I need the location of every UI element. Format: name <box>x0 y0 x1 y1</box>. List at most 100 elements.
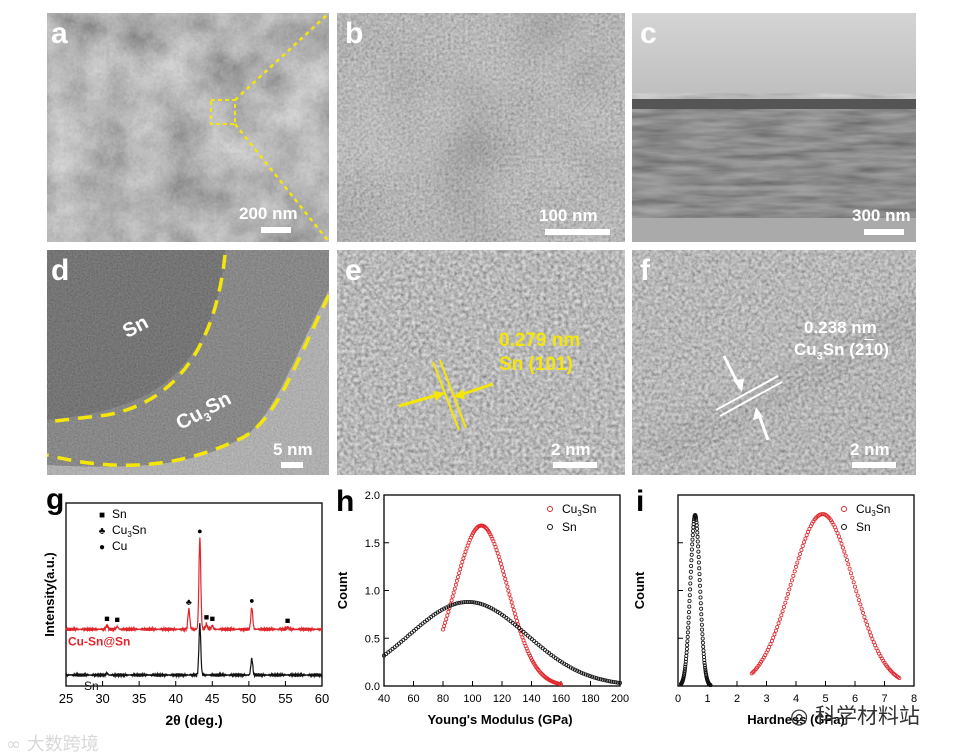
data-point <box>776 621 781 626</box>
phase-plane-label: Cu3Sn (210) <box>794 340 889 363</box>
data-point <box>843 553 848 558</box>
panel-label: a <box>51 17 68 50</box>
data-point <box>458 567 463 572</box>
data-point <box>509 600 514 605</box>
x-tick-label: 35 <box>132 691 146 706</box>
data-point <box>463 600 468 605</box>
data-point <box>480 602 485 607</box>
data-point <box>836 534 841 539</box>
data-point <box>695 539 700 544</box>
data-point <box>842 549 847 554</box>
data-point <box>699 606 704 611</box>
data-point <box>510 604 515 609</box>
data-point <box>686 615 691 620</box>
data-point <box>505 584 510 589</box>
x-tick-label: 0 <box>675 693 681 705</box>
x-tick-label: 30 <box>95 691 109 706</box>
data-point <box>446 609 451 614</box>
data-point <box>687 599 692 604</box>
data-point <box>785 591 790 596</box>
data-point <box>834 528 839 533</box>
legend-marker: ♣ <box>99 526 106 537</box>
data-point <box>409 630 414 635</box>
data-point <box>685 634 690 639</box>
data-point <box>687 604 692 609</box>
data-point <box>499 565 504 570</box>
data-point <box>482 603 487 608</box>
series-label: Cu-Sn@Sn <box>68 634 130 648</box>
chart-panel-i: i 0 1 2 3 4 5 6 7 8 Hardness (GPa) Count Cu3Sn Sn <box>630 483 930 733</box>
data-point <box>686 625 691 630</box>
xrd-chart: 25 30 35 40 45 50 55 60 2θ (deg.) Intensity(a.u.)… <box>42 502 329 728</box>
data-point <box>863 618 868 623</box>
x-tick-label: 1 <box>704 693 710 705</box>
data-point <box>859 606 864 611</box>
data-point <box>453 582 458 587</box>
data-point <box>498 561 503 566</box>
data-point <box>512 611 517 616</box>
watermark-logo-icon: ∞ <box>6 734 21 755</box>
panel-label: c <box>640 17 657 50</box>
data-point <box>443 620 448 625</box>
data-point <box>579 670 584 675</box>
data-point <box>689 552 694 557</box>
tem-panel-d: d Sn Cu3Sn 5 nm <box>47 250 329 475</box>
y-tick-label: 1.5 <box>365 538 380 550</box>
data-point <box>457 571 462 576</box>
data-point <box>702 660 707 665</box>
plane-label: Sn (101) <box>499 354 573 375</box>
data-point <box>700 640 705 645</box>
data-point <box>685 630 690 635</box>
chart-panel-g: g 25 30 35 40 45 50 55 60 2θ (deg.) Intensity(a.u… <box>0 483 335 733</box>
x-tick-label: 120 <box>493 693 511 705</box>
data-point <box>699 617 704 622</box>
data-point <box>507 592 512 597</box>
data-point <box>695 534 700 539</box>
peak-marker: ● <box>249 595 254 605</box>
data-point <box>446 604 451 609</box>
data-point <box>784 596 789 601</box>
x-tick-label: 40 <box>378 693 390 705</box>
data-point <box>856 598 861 603</box>
data-point <box>838 538 843 543</box>
hardness-chart: 0 1 2 3 4 5 6 7 8 Hardness (GPa) Count Cu3Sn Sn <box>632 494 917 727</box>
data-point <box>594 676 599 681</box>
legend-marker: ● <box>99 542 105 553</box>
x-tick-label: 45 <box>205 691 219 706</box>
data-point <box>708 683 713 688</box>
data-point <box>465 600 470 605</box>
data-point <box>775 625 780 630</box>
data-point <box>788 582 793 587</box>
data-point <box>467 600 472 605</box>
data-point <box>787 587 792 592</box>
data-point <box>897 675 902 680</box>
data-point <box>472 600 477 605</box>
tem-panel-f: f 0.238 nm Cu3Sn (210) 2 nm <box>632 250 916 475</box>
data-point <box>457 600 462 605</box>
series-label: Sn <box>84 679 99 693</box>
data-point <box>852 584 857 589</box>
data-point <box>587 674 592 679</box>
legend-text: Sn <box>562 520 577 534</box>
data-point <box>769 638 774 643</box>
data-point <box>789 578 794 583</box>
data-point <box>685 643 690 648</box>
data-point <box>684 646 689 651</box>
data-point <box>442 624 447 629</box>
data-point <box>695 526 700 531</box>
peak-marker: ■ <box>210 614 215 624</box>
data-point <box>694 517 699 522</box>
data-point <box>590 674 595 679</box>
data-point <box>687 610 692 615</box>
scale-bar-label: 2 nm <box>551 440 591 459</box>
modulus-chart: 40 60 80 100 120 140 160 180 200 0.0 0.5 1.0 1.5 2.0 Y… <box>336 490 629 727</box>
scale-bar <box>281 462 303 468</box>
x-tick-label: 3 <box>763 693 769 705</box>
data-point <box>860 610 865 615</box>
series-line <box>65 537 323 633</box>
data-point <box>513 615 518 620</box>
panel-label: b <box>345 17 364 50</box>
data-point <box>867 630 872 635</box>
data-point <box>793 564 798 569</box>
panel-label: g <box>46 483 65 516</box>
